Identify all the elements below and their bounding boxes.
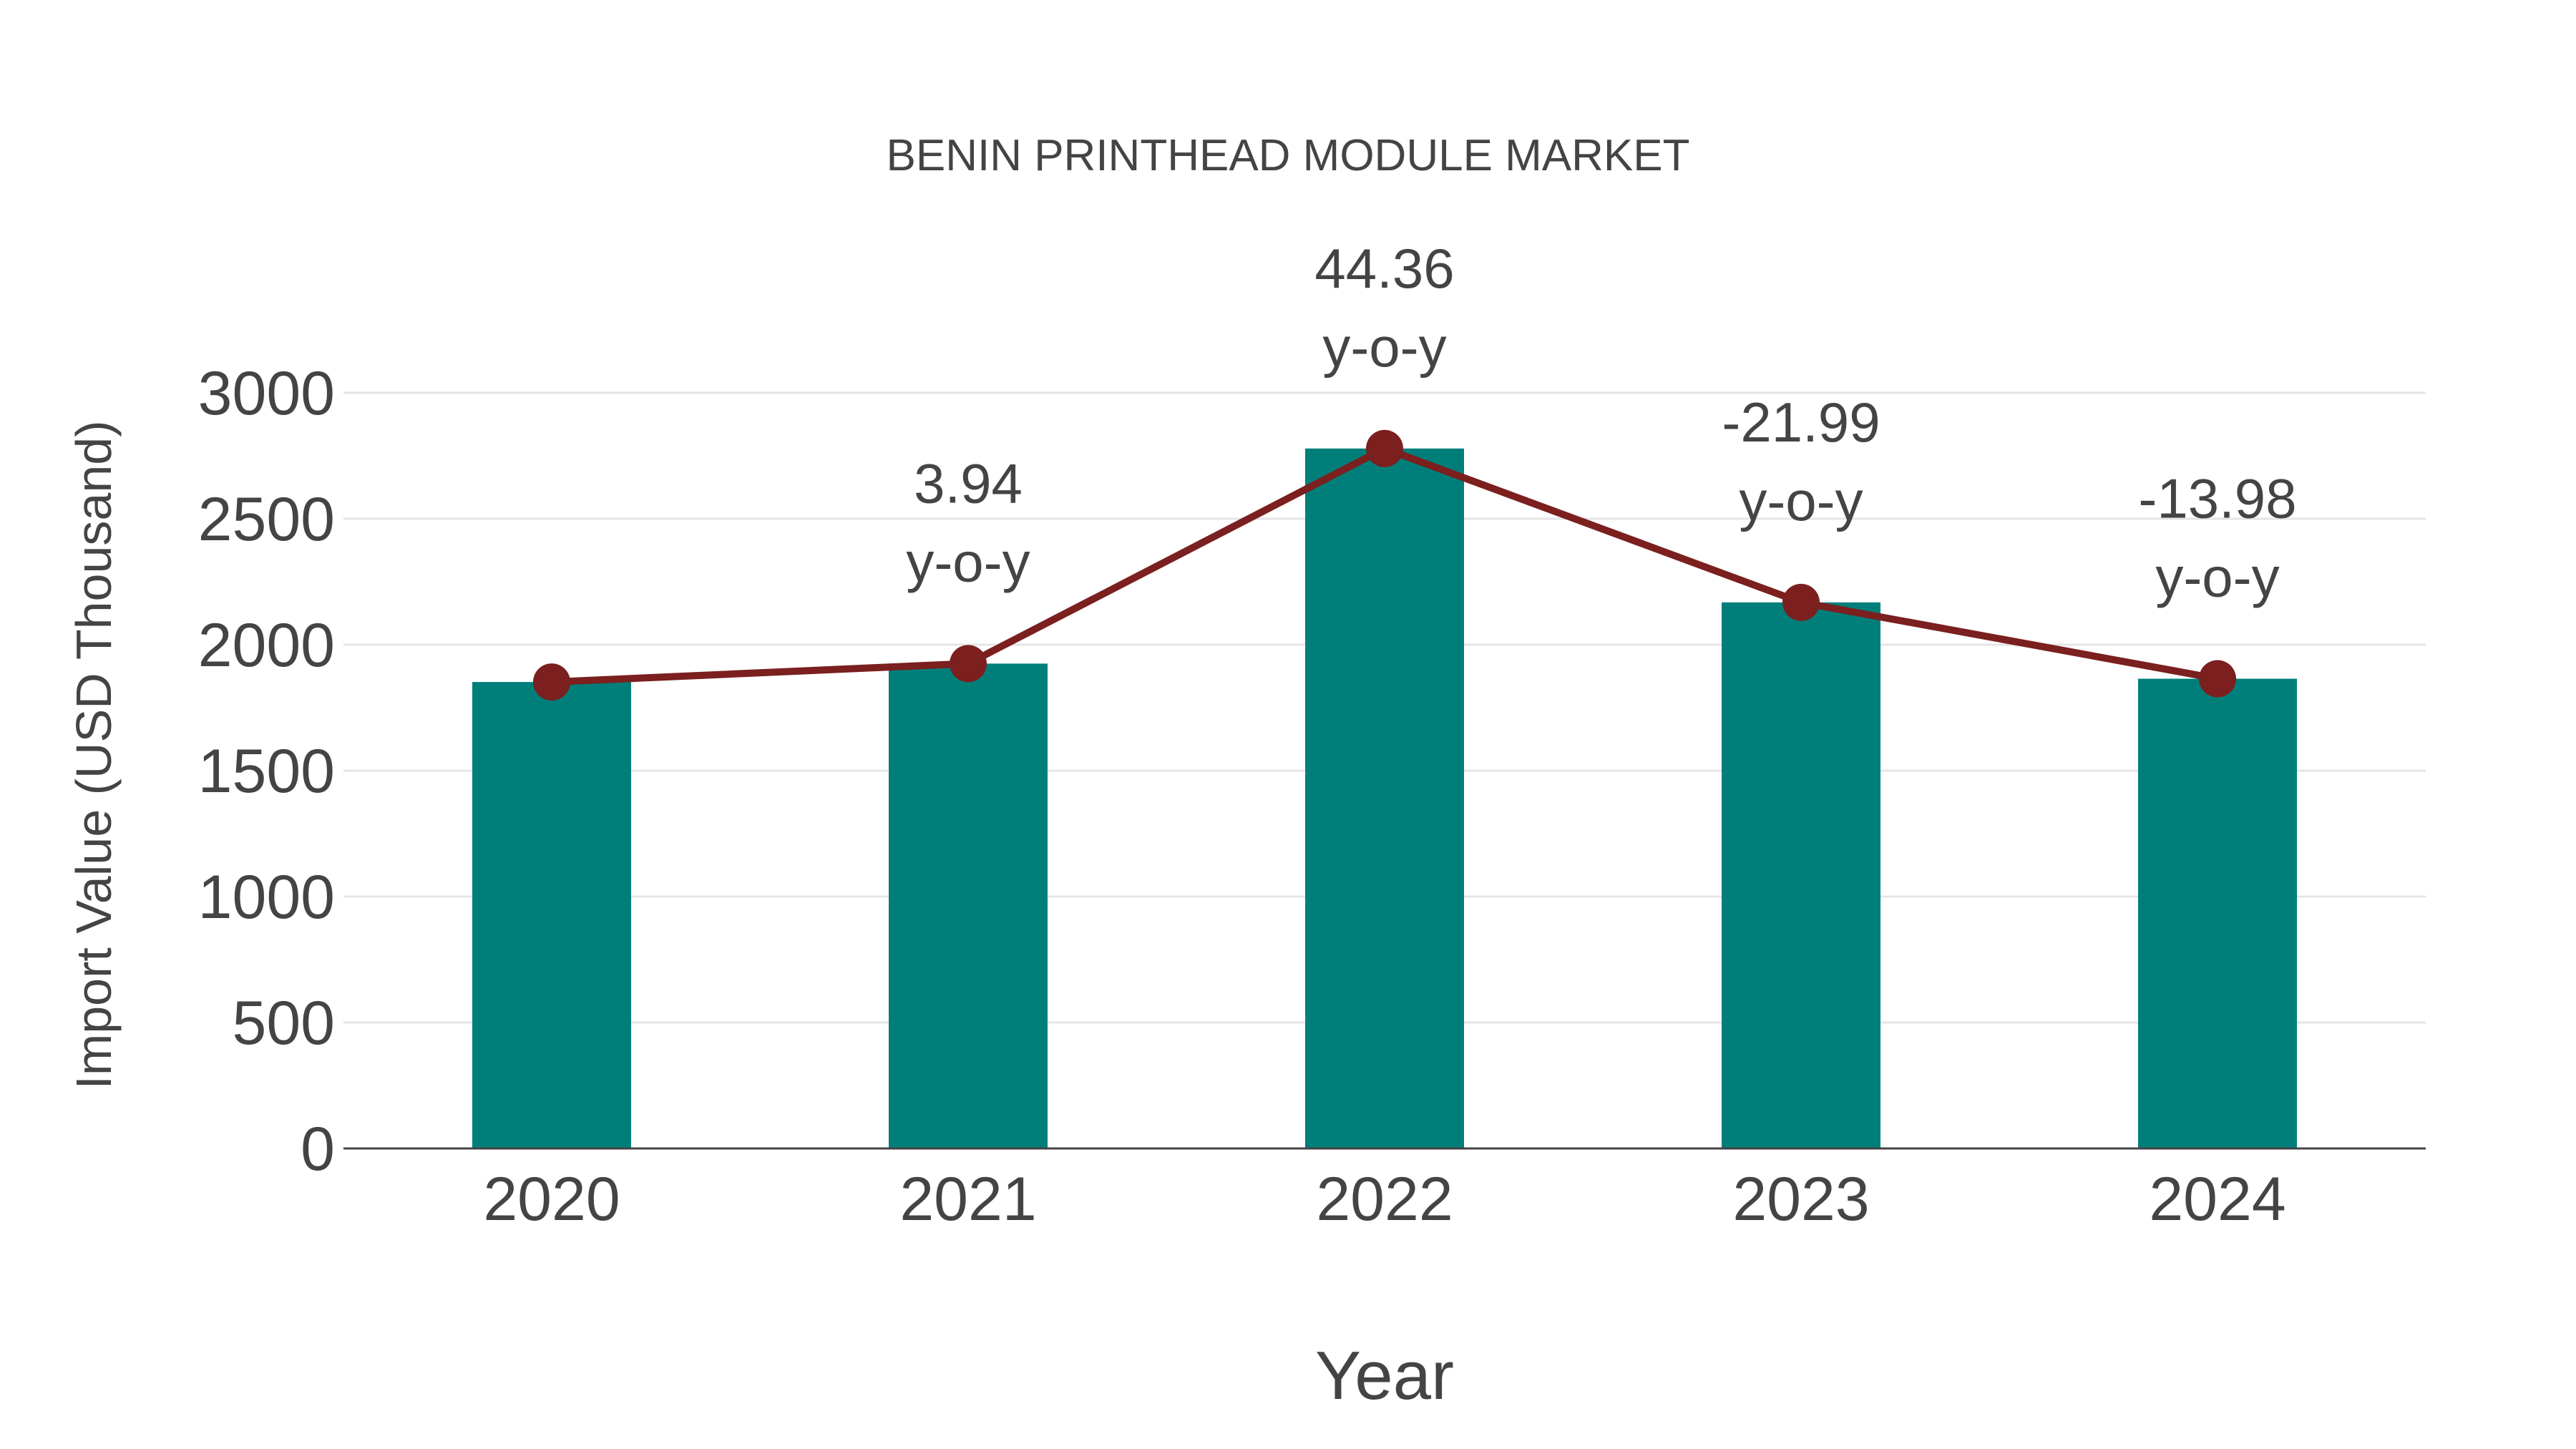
yoy-value: -21.99 <box>1722 391 1880 454</box>
yoy-suffix: y-o-y <box>906 530 1030 593</box>
trend-marker <box>1366 429 1403 467</box>
yoy-value: 3.94 <box>914 452 1023 514</box>
x-tick-label: 2020 <box>483 1165 620 1234</box>
y-tick-label: 500 <box>233 989 336 1058</box>
x-tick-label: 2024 <box>2149 1165 2285 1234</box>
x-axis-title: Year <box>1315 1337 1454 1414</box>
x-tick-label: 2021 <box>899 1165 1036 1234</box>
trend-marker <box>533 663 570 701</box>
y-tick-label: 2000 <box>198 611 335 680</box>
yoy-suffix: y-o-y <box>2155 546 2279 609</box>
trend-marker <box>2199 660 2236 698</box>
y-axis-title: Import Value (USD Thousand) <box>66 420 122 1089</box>
yoy-suffix: y-o-y <box>1322 316 1446 379</box>
bar-2024 <box>2138 678 2297 1148</box>
y-tick-label: 1000 <box>198 863 335 932</box>
x-tick-label: 2023 <box>1732 1165 1869 1234</box>
y-tick-label: 1500 <box>198 737 335 806</box>
yoy-value: -13.98 <box>2138 467 2296 530</box>
yoy-value: 44.36 <box>1314 237 1454 300</box>
y-tick-label: 3000 <box>198 359 335 428</box>
x-tick-label: 2022 <box>1316 1165 1453 1234</box>
trend-marker <box>1782 583 1820 621</box>
y-tick-label: 0 <box>301 1115 335 1184</box>
y-tick-label: 2500 <box>198 485 335 554</box>
trend-marker <box>950 645 987 683</box>
yoy-suffix: y-o-y <box>1739 469 1863 532</box>
bar-2022 <box>1305 448 1464 1148</box>
bar-2020 <box>472 682 631 1148</box>
chart-title: BENIN PRINTHEAD MODULE MARKET <box>886 131 1690 180</box>
bar-2023 <box>1722 602 1880 1148</box>
bar-2021 <box>889 663 1048 1148</box>
